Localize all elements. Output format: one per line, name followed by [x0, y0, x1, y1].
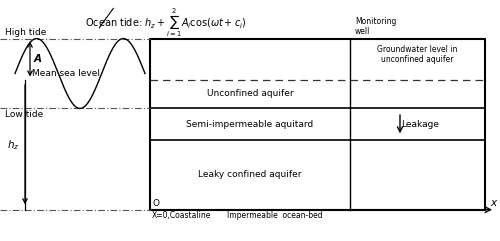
Text: Groundwater level in
unconfined aquifer: Groundwater level in unconfined aquifer — [378, 45, 458, 64]
Text: Monitoring
well: Monitoring well — [355, 17, 397, 36]
Text: A: A — [34, 54, 42, 64]
Text: Leakage: Leakage — [401, 120, 439, 129]
Text: Low tide: Low tide — [5, 110, 44, 119]
Text: O: O — [152, 199, 160, 208]
Text: x: x — [490, 199, 496, 208]
Text: High tide: High tide — [5, 28, 46, 37]
Text: Leaky confined aquifer: Leaky confined aquifer — [198, 170, 302, 179]
Text: X=0,Coastaline: X=0,Coastaline — [152, 211, 211, 220]
Text: Ocean tide: $h_z + \sum_{i=1}^{2} A_i \cos(\omega t + c_i)$: Ocean tide: $h_z + \sum_{i=1}^{2} A_i \c… — [85, 6, 246, 39]
Text: Semi-impermeable aquitard: Semi-impermeable aquitard — [186, 120, 314, 129]
Text: $h_z$: $h_z$ — [8, 138, 20, 152]
Text: Impermeable  ocean-bed: Impermeable ocean-bed — [227, 211, 323, 220]
Text: Unconfined aquifer: Unconfined aquifer — [206, 89, 294, 99]
Bar — [150, 39, 485, 210]
Text: Mean sea level: Mean sea level — [32, 69, 100, 78]
